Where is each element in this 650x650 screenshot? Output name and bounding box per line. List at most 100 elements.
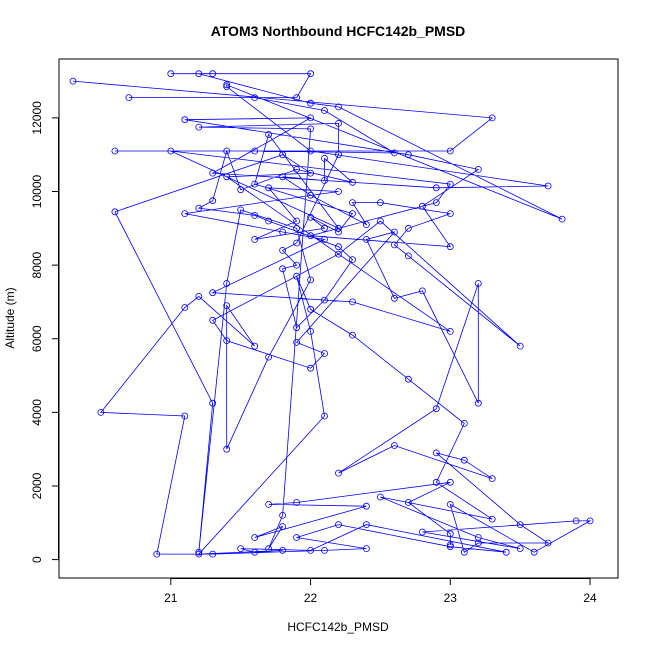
data-point — [307, 213, 315, 221]
data-point — [335, 228, 342, 236]
data-point — [279, 151, 287, 159]
data-point — [586, 517, 594, 525]
data-point — [293, 217, 301, 225]
y-tick-label: 6000 — [30, 325, 44, 352]
data-point — [446, 541, 454, 549]
data-point — [195, 204, 203, 212]
data-point — [223, 280, 231, 287]
data-point — [307, 232, 315, 240]
data-point — [293, 324, 301, 332]
data-point — [376, 493, 384, 501]
data-point — [516, 545, 524, 552]
data-point — [446, 543, 454, 551]
data-point — [335, 188, 342, 195]
data-point — [167, 70, 175, 78]
data-point — [418, 528, 426, 536]
data-point — [279, 173, 287, 181]
data-point — [335, 103, 342, 111]
data-point — [460, 456, 468, 464]
data-point — [307, 114, 315, 122]
data-point — [265, 500, 273, 508]
data-point — [307, 305, 315, 313]
data-point — [349, 178, 356, 186]
data-point — [349, 331, 356, 339]
data-point — [251, 94, 259, 101]
data-point — [404, 499, 412, 506]
chart-title: ATOM3 Northbound HCFC142b_PMSD — [211, 23, 466, 39]
data-point — [279, 523, 287, 530]
data-point — [544, 182, 552, 190]
data-point — [307, 547, 315, 554]
data-point — [349, 210, 356, 218]
data-point — [209, 197, 217, 205]
data-point — [460, 548, 468, 556]
data-point — [460, 419, 468, 427]
data-point — [279, 512, 287, 519]
data-point — [195, 292, 203, 300]
y-tick-label: 8000 — [30, 251, 44, 278]
data-point — [195, 70, 203, 78]
data-point — [474, 534, 482, 541]
data-point — [181, 412, 189, 420]
data-point — [237, 186, 245, 194]
data-point — [321, 235, 328, 243]
data-point — [153, 550, 161, 558]
data-point — [307, 191, 315, 199]
data-point — [516, 521, 524, 528]
data-point — [265, 184, 273, 192]
x-tick-label: 24 — [583, 591, 597, 605]
data-point — [125, 94, 133, 101]
data-point — [209, 289, 217, 297]
data-point — [321, 412, 328, 420]
data-point — [335, 224, 342, 232]
data-point — [293, 338, 301, 346]
data-point — [335, 151, 342, 159]
data-point — [349, 298, 356, 306]
data-point — [223, 302, 231, 310]
data-point — [181, 116, 189, 124]
data-point — [376, 217, 384, 225]
data-point — [265, 217, 273, 225]
data-point — [307, 364, 315, 372]
data-point — [223, 337, 231, 345]
data-point — [251, 235, 259, 243]
data-point — [167, 147, 175, 155]
data-point — [362, 521, 370, 528]
data-point — [335, 469, 342, 477]
data-point — [474, 399, 482, 407]
data-point — [307, 70, 315, 78]
data-point — [530, 548, 538, 556]
data-point — [195, 123, 203, 131]
data-point — [293, 165, 301, 173]
data-point — [251, 534, 259, 541]
data-point — [265, 545, 273, 552]
data-point — [223, 83, 231, 90]
data-point — [446, 243, 454, 251]
data-point — [321, 350, 328, 357]
data-point — [488, 515, 496, 523]
data-point — [446, 147, 454, 155]
data-point — [418, 287, 426, 295]
data-point — [209, 70, 217, 78]
data-point — [279, 265, 287, 273]
data-point — [251, 548, 259, 556]
data-point — [293, 94, 301, 101]
data-point — [237, 545, 245, 552]
data-point — [293, 272, 301, 280]
data-point — [390, 228, 398, 236]
data-point — [279, 228, 287, 236]
data-point — [111, 147, 119, 155]
data-point — [516, 342, 524, 350]
data-point — [307, 169, 315, 177]
data-point — [181, 210, 189, 218]
data-point — [69, 77, 77, 85]
data-point — [404, 151, 412, 159]
data-point — [404, 252, 412, 260]
data-point — [279, 246, 287, 254]
data-point — [446, 180, 454, 188]
data-point — [390, 442, 398, 449]
data-point — [376, 199, 384, 207]
data-point — [265, 131, 273, 138]
